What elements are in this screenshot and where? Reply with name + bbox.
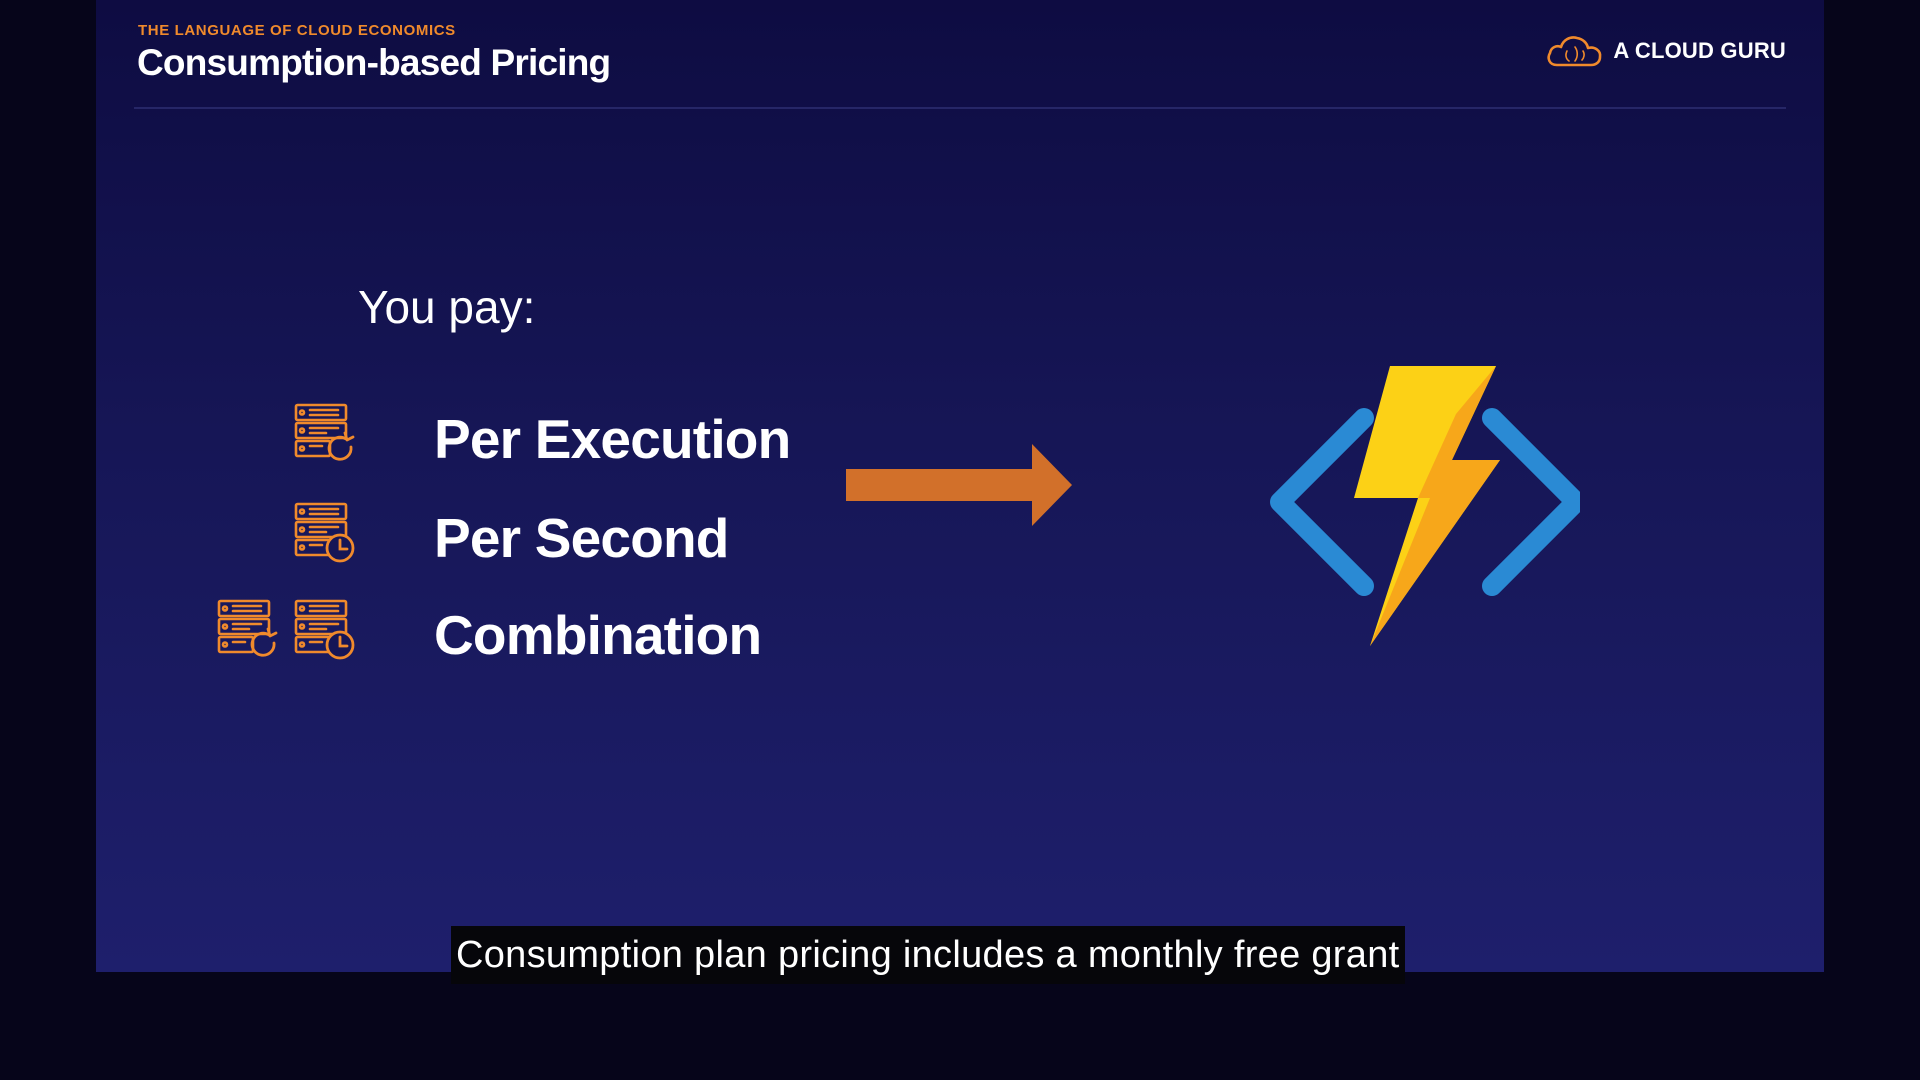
subtitle-caption: Consumption plan pricing includes a mont… bbox=[451, 926, 1405, 984]
azure-functions-icon bbox=[1270, 366, 1580, 646]
cloud-logo-icon bbox=[1547, 36, 1602, 67]
pricing-item-label: Per Second bbox=[434, 507, 729, 569]
pricing-item-label: Combination bbox=[434, 604, 762, 666]
server-clock-icon bbox=[292, 597, 356, 661]
slide: THE LANGUAGE OF CLOUD ECONOMICS Consumpt… bbox=[96, 0, 1824, 972]
you-pay-heading: You pay: bbox=[358, 281, 536, 333]
header-divider bbox=[134, 107, 1786, 109]
slide-eyebrow: THE LANGUAGE OF CLOUD ECONOMICS bbox=[138, 22, 456, 39]
brand-name: A CLOUD GURU bbox=[1613, 38, 1786, 63]
right-arrow-icon bbox=[846, 444, 1072, 526]
slide-title: Consumption-based Pricing bbox=[137, 42, 611, 83]
pricing-item-combination: Combination bbox=[96, 593, 996, 673]
server-clock-icon bbox=[292, 500, 356, 564]
server-refresh-icon bbox=[215, 597, 279, 661]
brand-logo: A CLOUD GURU bbox=[1545, 33, 1786, 69]
pricing-item-per-second: Per Second bbox=[96, 496, 996, 576]
server-refresh-icon bbox=[292, 401, 356, 465]
pricing-item-per-execution: Per Execution bbox=[96, 397, 996, 477]
pricing-item-label: Per Execution bbox=[434, 408, 791, 470]
